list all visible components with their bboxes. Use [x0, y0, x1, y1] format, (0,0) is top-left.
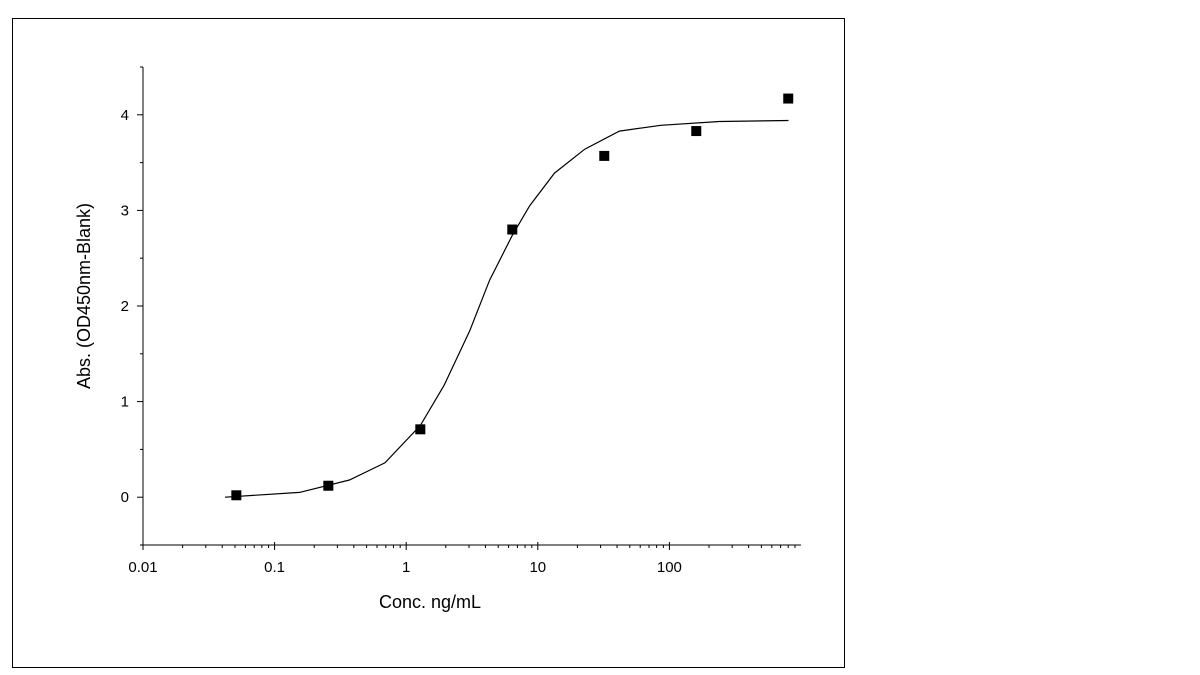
- chart-frame: [12, 18, 845, 668]
- data-point: [507, 224, 518, 235]
- x-tick-label: 100: [657, 559, 682, 576]
- data-point: [783, 93, 794, 104]
- data-point: [323, 480, 334, 491]
- data-point: [415, 424, 426, 435]
- x-tick-label: 0.1: [264, 559, 285, 576]
- y-tick-label: 2: [121, 298, 129, 315]
- fit-curve: [224, 119, 789, 498]
- data-point: [231, 490, 242, 501]
- y-tick-label: 4: [121, 107, 129, 124]
- y-axis-label: Abs. (OD450nm-Blank): [74, 203, 94, 389]
- y-tick-label: 3: [121, 202, 129, 219]
- x-axis-label: Conc. ng/mL: [379, 592, 481, 612]
- y-tick-label: 1: [121, 394, 129, 411]
- x-tick-label: 10: [529, 559, 546, 576]
- x-tick-label: 1: [402, 559, 410, 576]
- data-point: [691, 126, 702, 137]
- x-tick-label: 0.01: [128, 559, 157, 576]
- data-point: [599, 150, 610, 161]
- y-tick-label: 0: [121, 489, 129, 506]
